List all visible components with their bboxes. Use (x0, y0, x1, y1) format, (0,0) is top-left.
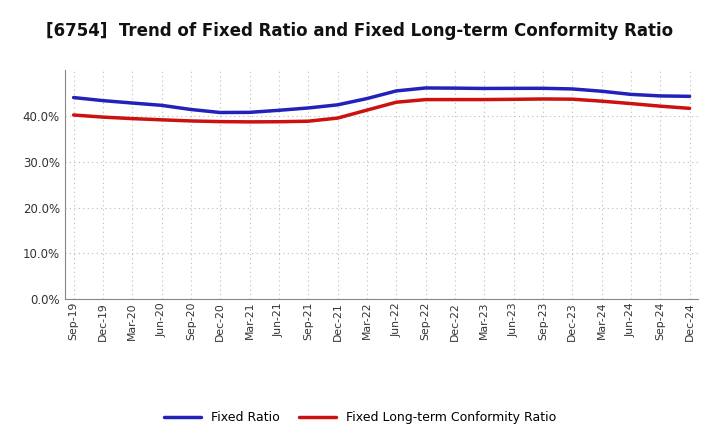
Fixed Ratio (99, 98, 107, 103)
Line: Fixed Long-term Conformity Ratio: Fixed Long-term Conformity Ratio (73, 99, 690, 122)
Fixed Ratio (685, 94, 694, 99)
Fixed Long-term Conformity Ratio (509, 97, 518, 102)
Fixed Ratio (186, 107, 195, 112)
Fixed Long-term Conformity Ratio (186, 118, 195, 124)
Fixed Long-term Conformity Ratio (246, 119, 254, 125)
Fixed Long-term Conformity Ratio (304, 118, 312, 124)
Fixed Ratio (509, 86, 518, 91)
Fixed Ratio (568, 86, 577, 92)
Fixed Ratio (274, 108, 283, 113)
Fixed Ratio (246, 110, 254, 115)
Fixed Ratio (69, 95, 78, 100)
Fixed Ratio (333, 102, 342, 107)
Legend: Fixed Ratio, Fixed Long-term Conformity Ratio: Fixed Ratio, Fixed Long-term Conformity … (158, 407, 562, 429)
Fixed Ratio (128, 100, 137, 106)
Fixed Long-term Conformity Ratio (216, 119, 225, 124)
Fixed Ratio (363, 96, 372, 101)
Fixed Ratio (539, 86, 547, 91)
Fixed Ratio (598, 88, 606, 94)
Fixed Long-term Conformity Ratio (480, 97, 489, 102)
Fixed Ratio (626, 92, 635, 97)
Fixed Long-term Conformity Ratio (69, 112, 78, 117)
Fixed Long-term Conformity Ratio (656, 103, 665, 109)
Fixed Ratio (656, 93, 665, 99)
Text: [6754]  Trend of Fixed Ratio and Fixed Long-term Conformity Ratio: [6754] Trend of Fixed Ratio and Fixed Lo… (46, 22, 674, 40)
Fixed Long-term Conformity Ratio (392, 99, 400, 105)
Fixed Long-term Conformity Ratio (99, 114, 107, 120)
Fixed Long-term Conformity Ratio (539, 96, 547, 102)
Fixed Long-term Conformity Ratio (598, 99, 606, 104)
Fixed Long-term Conformity Ratio (128, 116, 137, 121)
Fixed Long-term Conformity Ratio (274, 119, 283, 125)
Fixed Ratio (157, 103, 166, 108)
Fixed Ratio (304, 105, 312, 110)
Fixed Long-term Conformity Ratio (363, 107, 372, 113)
Line: Fixed Ratio: Fixed Ratio (73, 88, 690, 113)
Fixed Ratio (392, 88, 400, 94)
Fixed Long-term Conformity Ratio (421, 97, 430, 102)
Fixed Long-term Conformity Ratio (685, 106, 694, 111)
Fixed Long-term Conformity Ratio (333, 115, 342, 121)
Fixed Ratio (421, 85, 430, 91)
Fixed Ratio (451, 85, 459, 91)
Fixed Long-term Conformity Ratio (451, 97, 459, 102)
Fixed Long-term Conformity Ratio (568, 96, 577, 102)
Fixed Long-term Conformity Ratio (157, 117, 166, 122)
Fixed Long-term Conformity Ratio (626, 101, 635, 106)
Fixed Ratio (480, 86, 489, 91)
Fixed Ratio (216, 110, 225, 115)
